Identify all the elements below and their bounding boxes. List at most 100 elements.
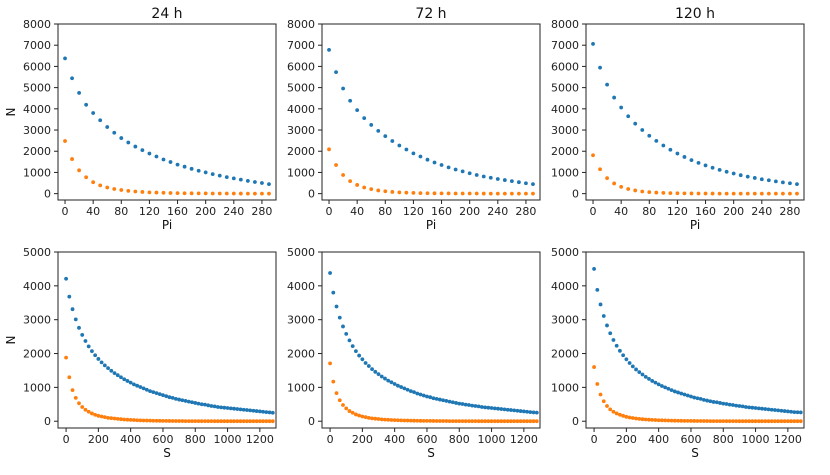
data-point bbox=[534, 419, 539, 424]
series-1-points bbox=[64, 276, 275, 415]
data-point bbox=[373, 416, 378, 421]
data-point bbox=[734, 419, 739, 424]
data-point bbox=[334, 70, 338, 75]
data-point bbox=[718, 401, 722, 405]
data-point bbox=[591, 153, 595, 158]
data-point bbox=[105, 125, 110, 129]
data-point bbox=[460, 169, 465, 174]
data-point bbox=[257, 419, 262, 424]
data-point bbox=[73, 395, 78, 400]
data-point bbox=[714, 400, 719, 405]
data-point bbox=[605, 404, 609, 408]
data-point bbox=[447, 419, 452, 423]
data-point bbox=[350, 410, 355, 415]
data-point bbox=[238, 191, 243, 196]
y-tick-label: 3000 bbox=[23, 314, 51, 327]
data-point bbox=[196, 191, 201, 196]
data-point bbox=[248, 408, 253, 413]
data-point bbox=[517, 191, 521, 196]
data-point bbox=[106, 415, 110, 420]
data-point bbox=[267, 182, 271, 186]
data-point bbox=[337, 315, 342, 320]
data-point bbox=[752, 191, 757, 196]
data-point bbox=[425, 394, 429, 399]
data-point bbox=[210, 172, 215, 177]
data-point bbox=[640, 128, 645, 132]
data-point bbox=[261, 419, 265, 424]
data-point bbox=[518, 409, 523, 413]
data-point bbox=[608, 331, 613, 336]
data-point bbox=[669, 388, 674, 392]
data-point bbox=[773, 179, 778, 184]
data-point bbox=[689, 158, 694, 163]
data-point bbox=[245, 179, 250, 183]
data-point bbox=[405, 418, 410, 423]
x-tick-label: 240 bbox=[751, 205, 772, 218]
data-point bbox=[531, 182, 535, 186]
y-tick-label: 6000 bbox=[551, 60, 579, 73]
data-point bbox=[789, 419, 793, 424]
data-point bbox=[67, 375, 72, 380]
y-tick-label: 8000 bbox=[551, 18, 579, 31]
series-1-points bbox=[592, 267, 803, 415]
data-point bbox=[112, 130, 117, 135]
data-point bbox=[595, 288, 600, 292]
data-point bbox=[399, 418, 404, 423]
data-point bbox=[473, 404, 478, 408]
y-tick-label: 8000 bbox=[287, 18, 315, 31]
data-point bbox=[705, 398, 710, 403]
data-point bbox=[164, 394, 169, 399]
data-point bbox=[434, 396, 439, 401]
data-point bbox=[692, 395, 697, 400]
data-point bbox=[362, 185, 367, 190]
data-point bbox=[77, 91, 81, 95]
data-point bbox=[525, 419, 529, 424]
data-point bbox=[90, 349, 94, 354]
x-axis-label: S bbox=[163, 446, 171, 460]
data-point bbox=[64, 276, 68, 281]
data-point bbox=[740, 419, 745, 424]
data-point bbox=[721, 401, 726, 406]
data-point bbox=[141, 386, 146, 391]
data-point bbox=[682, 418, 687, 423]
data-point bbox=[656, 382, 661, 387]
y-tick-label: 1000 bbox=[551, 381, 579, 394]
x-tick-label: 600 bbox=[152, 433, 173, 446]
x-tick-label: 400 bbox=[648, 433, 669, 446]
data-point bbox=[212, 404, 217, 409]
data-point bbox=[612, 95, 617, 100]
data-point bbox=[186, 419, 191, 423]
data-point bbox=[91, 180, 96, 185]
data-point bbox=[486, 419, 491, 424]
data-point bbox=[666, 386, 671, 391]
data-point bbox=[421, 393, 426, 398]
data-point bbox=[328, 361, 332, 366]
data-point bbox=[763, 407, 768, 411]
data-point bbox=[703, 191, 708, 196]
data-point bbox=[489, 419, 494, 424]
x-tick-label: 40 bbox=[350, 205, 364, 218]
data-point bbox=[370, 416, 374, 421]
data-point bbox=[408, 418, 413, 423]
y-tick-label: 7000 bbox=[551, 39, 579, 52]
data-point bbox=[724, 169, 729, 174]
data-point bbox=[689, 419, 693, 423]
data-point bbox=[531, 410, 536, 415]
y-tick-label: 4000 bbox=[287, 280, 315, 293]
data-point bbox=[379, 417, 384, 422]
data-point bbox=[666, 418, 671, 423]
data-point bbox=[718, 419, 722, 424]
data-point bbox=[147, 190, 152, 195]
data-point bbox=[186, 399, 191, 404]
data-point bbox=[115, 373, 120, 378]
y-tick-label: 1000 bbox=[287, 381, 315, 394]
x-tick-label: 0 bbox=[63, 433, 70, 446]
x-axis-label: S bbox=[691, 446, 699, 460]
y-tick-label: 3000 bbox=[287, 124, 315, 137]
data-point bbox=[521, 419, 526, 424]
data-point bbox=[528, 410, 533, 414]
data-point bbox=[168, 160, 173, 164]
data-point bbox=[496, 419, 500, 424]
data-point bbox=[390, 139, 395, 143]
data-point bbox=[199, 419, 204, 424]
